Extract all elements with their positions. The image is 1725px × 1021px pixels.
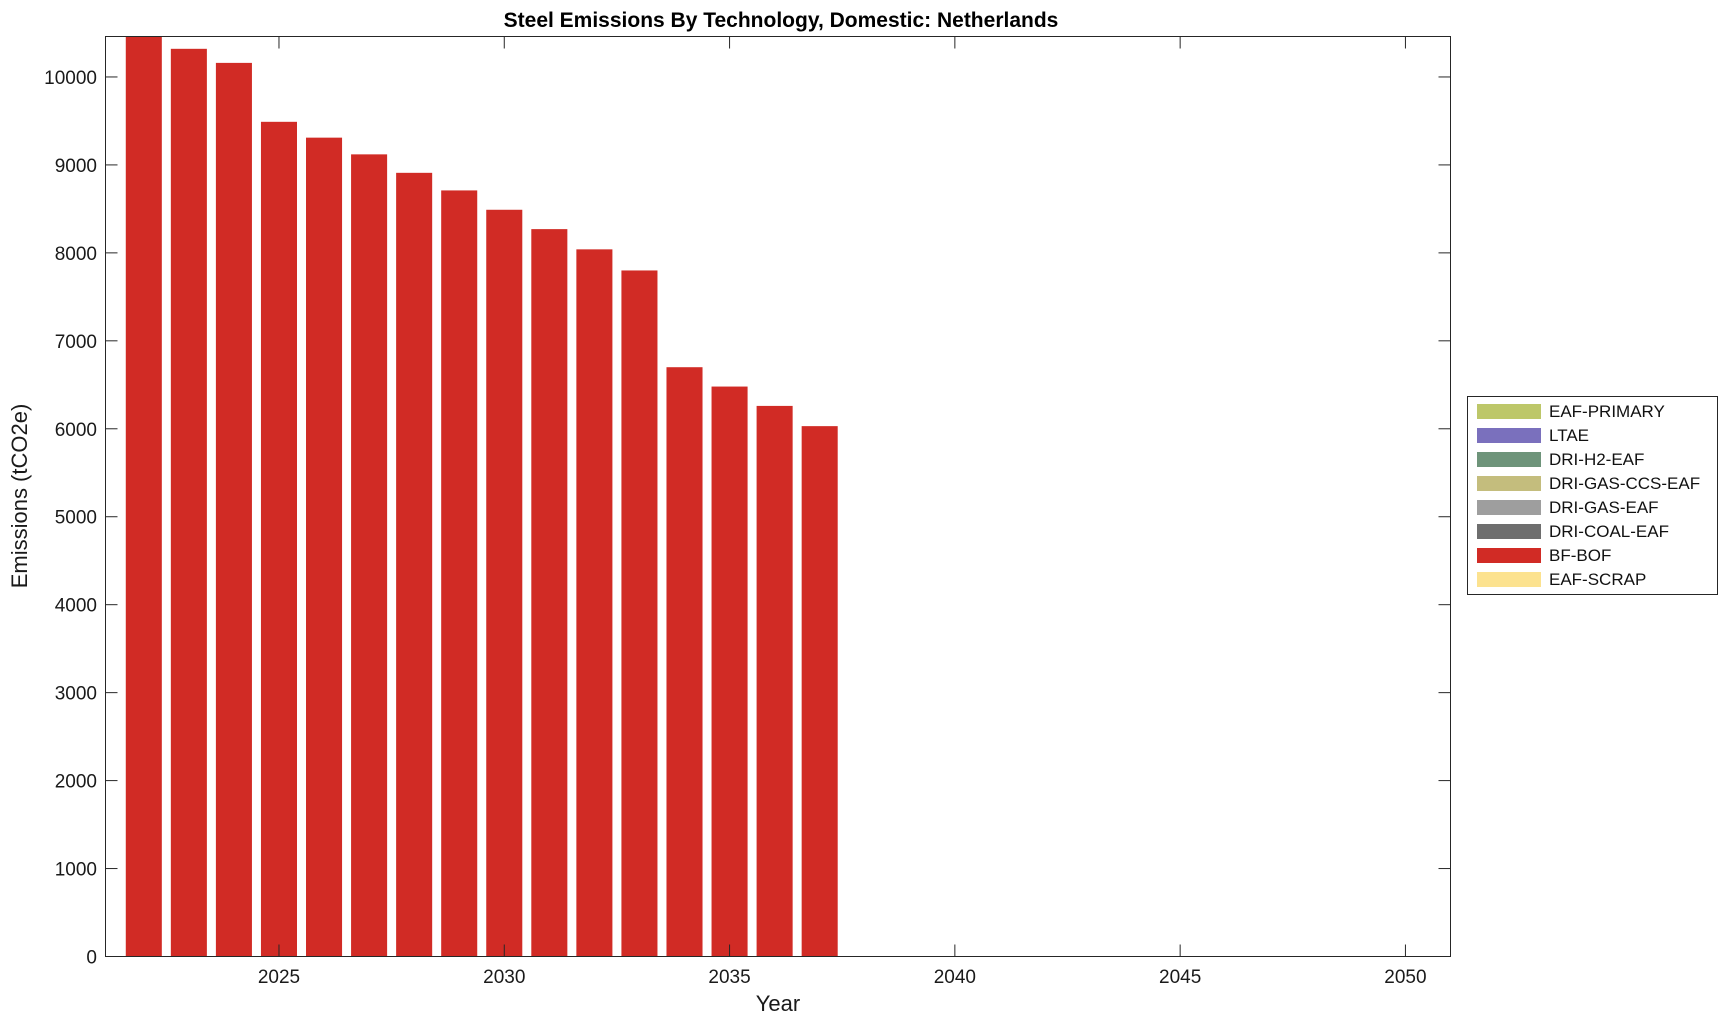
bar-bf-bof-2031 [531,229,568,957]
x-tick-label-2045: 2045 [1159,967,1201,988]
bar-bf-bof-2026 [306,137,343,957]
bar-bf-bof-2025 [260,121,297,957]
legend-swatch-bf-bof [1477,548,1541,563]
x-tick-label-2040: 2040 [934,967,976,988]
y-tick-label-2000: 2000 [55,772,97,793]
bar-bf-bof-2027 [351,154,388,957]
bars-layer [125,36,838,957]
y-tick-label-4000: 4000 [55,596,97,617]
legend-swatch-ltae [1477,428,1541,443]
chart-title: Steel Emissions By Technology, Domestic:… [504,9,1059,32]
bar-bf-bof-2034 [666,367,703,957]
legend-label-dri-gas-ccs-eaf: DRI-GAS-CCS-EAF [1549,474,1700,493]
x-tick-label-2050: 2050 [1384,967,1426,988]
legend-label-eaf-primary: EAF-PRIMARY [1549,402,1665,421]
bar-bf-bof-2037 [801,426,838,957]
y-tick-label-0: 0 [86,948,97,969]
y-tick-label-1000: 1000 [55,860,97,881]
legend-label-bf-bof: BF-BOF [1549,546,1611,565]
y-tick-label-8000: 8000 [55,244,97,265]
y-tick-label-6000: 6000 [55,420,97,441]
legend-swatch-dri-gas-eaf [1477,500,1541,515]
legend-label-ltae: LTAE [1549,426,1589,445]
x-axis-title: Year [756,991,800,1016]
legend-label-dri-coal-eaf: DRI-COAL-EAF [1549,522,1669,541]
legend-swatch-eaf-primary [1477,404,1541,419]
legend-swatch-dri-coal-eaf [1477,524,1541,539]
legend-swatch-dri-gas-ccs-eaf [1477,476,1541,491]
legend: EAF-PRIMARY LTAE DRI-H2-EAF DRI-GAS-CCS-EAF… [1467,396,1718,595]
x-tick-label-2035: 2035 [708,967,750,988]
bar-bf-bof-2030 [486,209,523,957]
bar-bf-bof-2029 [441,190,478,957]
y-tick-label-10000: 10000 [44,68,97,89]
y-tick-label-3000: 3000 [55,684,97,705]
bar-bf-bof-2032 [576,249,613,957]
legend-label-eaf-scrap: EAF-SCRAP [1549,570,1646,589]
bar-bf-bof-2024 [215,62,252,957]
bar-bf-bof-2023 [170,48,207,957]
bar-bf-bof-2022 [125,36,162,957]
y-tick-label-5000: 5000 [55,508,97,529]
ticks-layer: 2025 2030 2035 2040 2045 2050 0 1000 2000 3000 400… [44,36,1451,988]
legend-swatch-eaf-scrap [1477,572,1541,587]
legend-label-dri-h2-eaf: DRI-H2-EAF [1549,450,1644,469]
bar-bf-bof-2028 [396,172,433,957]
x-tick-label-2030: 2030 [483,967,525,988]
bar-bf-bof-2035 [711,386,748,957]
bar-bf-bof-2033 [621,270,658,957]
y-tick-label-9000: 9000 [55,156,97,177]
x-tick-label-2025: 2025 [258,967,300,988]
y-axis-title: Emissions (tCO2e) [7,404,32,589]
legend-label-dri-gas-eaf: DRI-GAS-EAF [1549,498,1659,517]
bar-bf-bof-2036 [756,405,793,957]
y-tick-label-7000: 7000 [55,332,97,353]
legend-swatch-dri-h2-eaf [1477,452,1541,467]
plot-area-frame [105,36,1451,957]
